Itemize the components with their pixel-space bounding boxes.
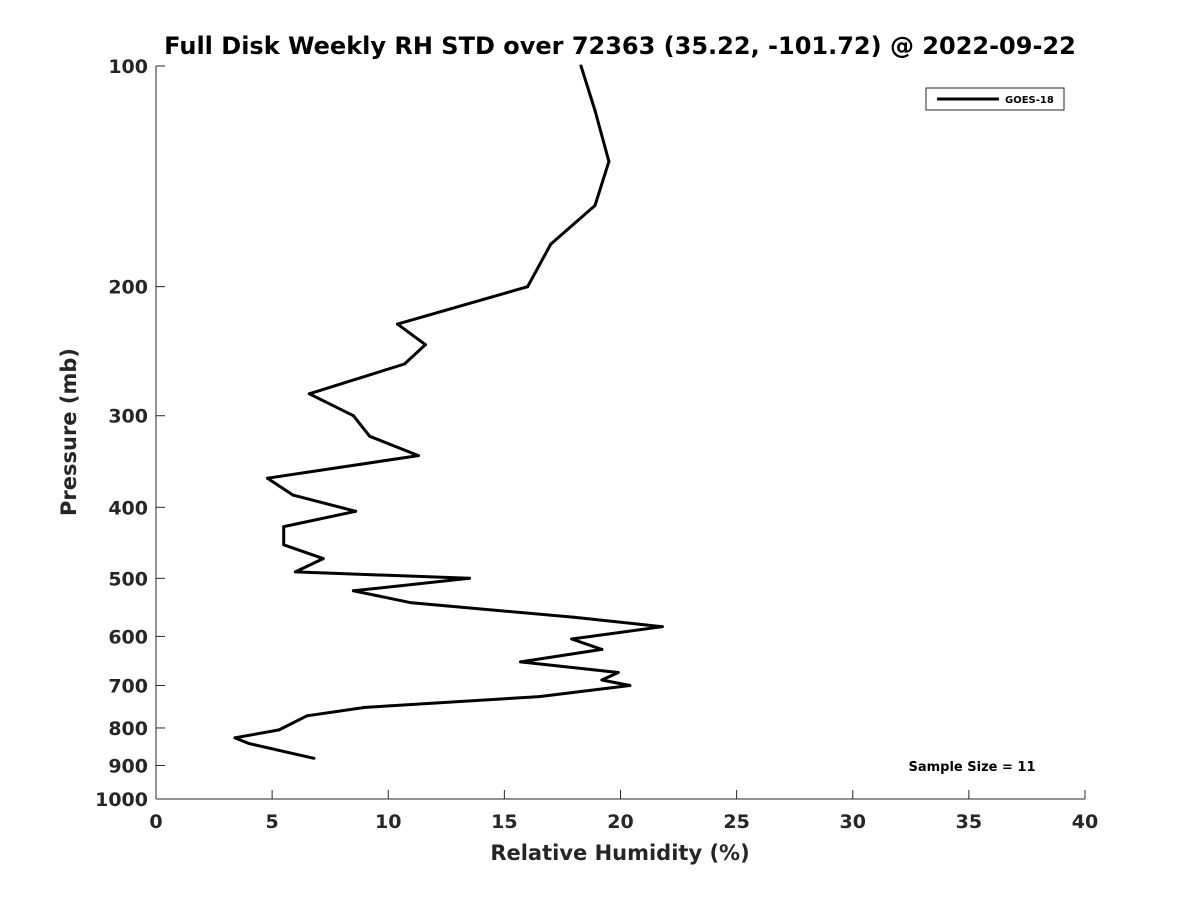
y-tick-label-3: 400 [108, 497, 148, 519]
y-tick-label-5: 600 [108, 626, 148, 648]
y-tick-label-8: 900 [108, 755, 148, 777]
sample-size-annotation: Sample Size = 11 [908, 760, 1035, 775]
series-point-8 [403, 362, 406, 366]
series-point-5 [526, 285, 530, 289]
y-tick-label-7: 800 [108, 718, 148, 740]
chart-title: Full Disk Weekly RH STD over 72363 (35.2… [164, 32, 1076, 60]
series-point-12 [416, 454, 420, 458]
x-tick-label-2: 10 [375, 811, 401, 833]
y-ticks: 100 200 300 400 500 600 700 800 900 1000 [95, 56, 165, 811]
series-point-26 [600, 647, 604, 651]
x-tick-label-7: 35 [956, 811, 982, 833]
series-point-10 [351, 414, 355, 418]
series-point-6 [396, 322, 399, 326]
x-tick-label-4: 20 [607, 811, 633, 833]
series-point-4 [549, 242, 553, 246]
x-axis-label: Relative Humidity (%) [490, 841, 749, 865]
series-point-1 [593, 109, 597, 112]
series-point-34 [277, 728, 281, 732]
x-tick-label-5: 25 [723, 811, 749, 833]
series-point-20 [468, 576, 471, 580]
series-point-36 [247, 742, 251, 745]
series-point-19 [293, 570, 297, 574]
x-tick-label-1: 5 [266, 811, 279, 833]
series-point-2 [607, 160, 611, 163]
series-point-25 [570, 637, 574, 641]
y-tick-label-9: 1000 [95, 789, 148, 811]
y-tick-label-4: 500 [108, 568, 148, 590]
y-tick-label-1: 200 [108, 277, 148, 299]
series-point-11 [368, 434, 372, 438]
series-point-18 [321, 557, 325, 561]
series-point-32 [363, 705, 367, 709]
x-tick-label-8: 40 [1072, 811, 1098, 833]
plot-area [156, 66, 1085, 799]
series-point-28 [616, 671, 620, 674]
series-point-29 [600, 678, 604, 682]
series-point-27 [519, 660, 523, 664]
series-point-14 [291, 493, 295, 497]
series-point-35 [233, 736, 237, 740]
legend-entry-goes-18: GOES-18 [1005, 95, 1054, 106]
series-point-13 [266, 476, 269, 480]
series-point-31 [537, 695, 541, 699]
series-point-7 [423, 343, 427, 347]
series-point-30 [628, 684, 632, 687]
y-tick-label-2: 300 [108, 406, 148, 428]
series-point-22 [410, 601, 413, 605]
legend: GOES-18 [925, 87, 1065, 111]
series-point-0 [579, 64, 583, 68]
series-point-16 [282, 525, 286, 529]
series-point-37 [312, 756, 316, 760]
series-point-17 [282, 543, 286, 547]
y-tick-label-6: 700 [108, 675, 148, 697]
series-point-24 [660, 625, 664, 629]
x-tick-label-3: 15 [491, 811, 517, 833]
series-line-goes-18 [233, 65, 664, 760]
series-points [233, 64, 664, 760]
series-point-9 [307, 392, 311, 396]
series-point-21 [351, 589, 355, 593]
series-point-33 [305, 714, 309, 718]
x-ticks: 0 5 10 15 20 25 30 35 40 [149, 790, 1098, 833]
series-point-23 [572, 615, 576, 619]
x-tick-label-6: 30 [840, 811, 866, 833]
series-point-3 [593, 204, 597, 207]
y-axis-label: Pressure (mb) [57, 348, 81, 516]
series-point-15 [354, 509, 358, 513]
x-tick-label-0: 0 [149, 811, 162, 833]
y-tick-label-0: 100 [108, 56, 148, 78]
